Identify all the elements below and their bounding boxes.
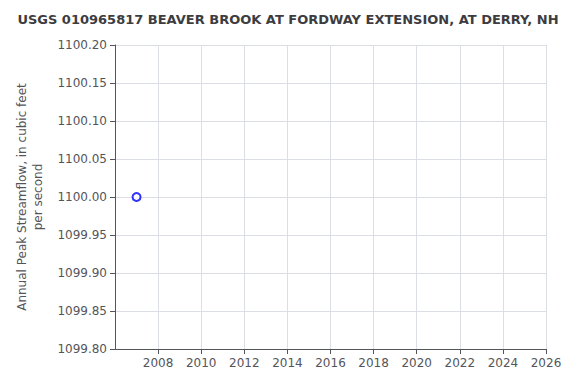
svg-text:2010: 2010 (186, 356, 217, 370)
svg-text:1099.90: 1099.90 (57, 266, 107, 280)
svg-text:1100.00: 1100.00 (57, 190, 107, 204)
svg-text:2012: 2012 (229, 356, 260, 370)
svg-text:1100.20: 1100.20 (57, 38, 107, 52)
svg-text:2014: 2014 (272, 356, 303, 370)
svg-text:2018: 2018 (358, 356, 389, 370)
svg-text:1099.85: 1099.85 (57, 304, 107, 318)
svg-text:per second: per second (31, 164, 45, 231)
svg-text:2026: 2026 (531, 356, 562, 370)
svg-text:1099.95: 1099.95 (57, 228, 107, 242)
svg-text:Annual Peak Streamflow, in cub: Annual Peak Streamflow, in cubic feet (15, 83, 29, 311)
svg-text:1100.05: 1100.05 (57, 152, 107, 166)
svg-text:2022: 2022 (445, 356, 476, 370)
svg-text:1100.10: 1100.10 (57, 114, 107, 128)
svg-text:1099.80: 1099.80 (57, 342, 107, 356)
svg-text:USGS 010965817 BEAVER BROOK AT: USGS 010965817 BEAVER BROOK AT FORDWAY E… (17, 12, 558, 27)
svg-text:1100.15: 1100.15 (57, 76, 107, 90)
svg-text:2024: 2024 (488, 356, 519, 370)
svg-text:2016: 2016 (315, 356, 346, 370)
svg-text:2008: 2008 (143, 356, 174, 370)
svg-text:2020: 2020 (401, 356, 432, 370)
